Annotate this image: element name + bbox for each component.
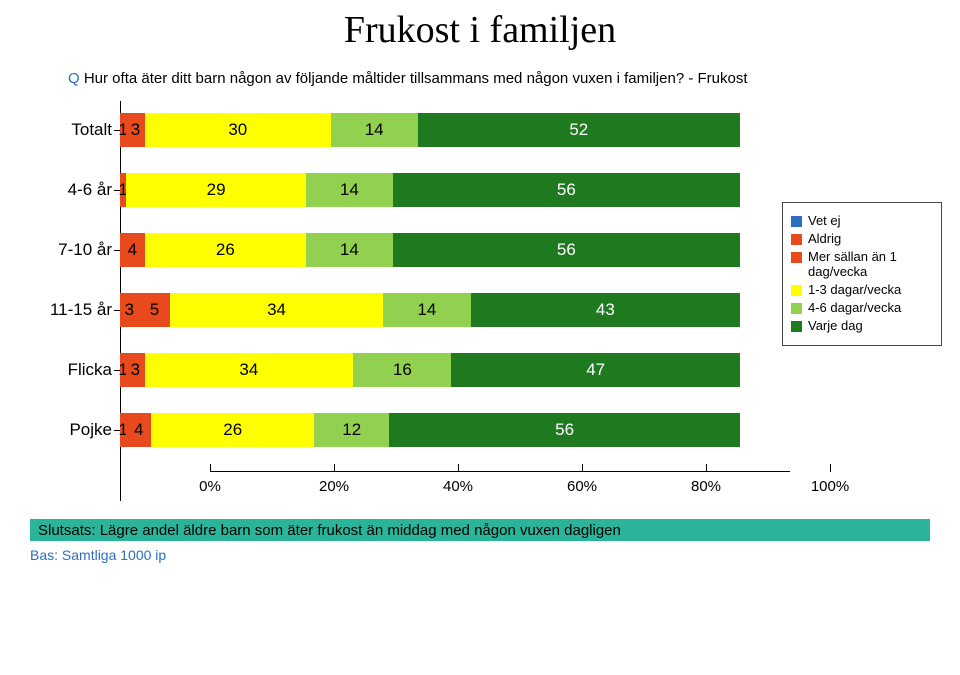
bar-segment: 3 — [126, 353, 144, 387]
chart-row: Flicka13341647 — [30, 351, 790, 389]
legend-item: Vet ej — [791, 214, 931, 229]
row-label: 4-6 år — [30, 180, 120, 200]
bar-segment: 56 — [393, 233, 740, 267]
legend-swatch — [791, 285, 802, 296]
legend: Vet ej Aldrig Mer sällan än 1 dag/vecka 1-3… — [782, 202, 942, 346]
question-text: Q Hur ofta äter ditt barn någon av följa… — [0, 70, 960, 111]
bar-segment: 26 — [151, 413, 314, 447]
legend-item: Mer sällan än 1 dag/vecka — [791, 250, 931, 280]
bar-segment: 16 — [353, 353, 451, 387]
axis-tick-label: 20% — [319, 478, 349, 495]
bar-track: 1291456 — [120, 173, 740, 207]
chart-row: 7-10 år4261456 — [30, 231, 790, 269]
axis-tick — [458, 464, 459, 472]
bar-track: 14261256 — [120, 413, 740, 447]
bar-track: 35341443 — [120, 293, 740, 327]
legend-label: Vet ej — [808, 214, 841, 229]
legend-item: Varje dag — [791, 319, 931, 334]
bar-track: 13341647 — [120, 353, 740, 387]
bar-segment: 14 — [331, 113, 418, 147]
axis-tick — [582, 464, 583, 472]
bar-segment: 29 — [126, 173, 306, 207]
base-text: Bas: Samtliga 1000 ip — [30, 547, 930, 563]
conclusion-text: Slutsats: Lägre andel äldre barn som äte… — [38, 522, 621, 539]
legend-swatch — [791, 321, 802, 332]
bar-track: 4261456 — [120, 233, 740, 267]
bar-segment: 34 — [145, 353, 354, 387]
bar-segment: 5 — [139, 293, 170, 327]
legend-label: Varje dag — [808, 319, 863, 334]
bar-segment: 14 — [383, 293, 471, 327]
legend-swatch — [791, 234, 802, 245]
row-label: 7-10 år — [30, 240, 120, 260]
bar-segment: 43 — [471, 293, 740, 327]
row-label: 11-15 år — [30, 300, 120, 320]
axis-tick — [210, 464, 211, 472]
axis-tick-label: 100% — [811, 478, 849, 495]
legend-item: Aldrig — [791, 232, 931, 247]
conclusion-bar: Slutsats: Lägre andel äldre barn som äte… — [30, 519, 930, 541]
bar-segment: 26 — [145, 233, 306, 267]
axis-tick — [830, 464, 831, 472]
axis-tick — [706, 464, 707, 472]
legend-swatch — [791, 303, 802, 314]
question-body: Hur ofta äter ditt barn någon av följand… — [84, 70, 748, 87]
bar-segment: 3 — [120, 293, 139, 327]
row-label: Totalt — [30, 120, 120, 140]
bar-segment: 12 — [314, 413, 389, 447]
bar-segment: 14 — [306, 233, 393, 267]
bar-segment: 34 — [170, 293, 383, 327]
chart-area: Totalt133014524-6 år12914567-10 år426145… — [30, 111, 790, 501]
legend-swatch — [791, 252, 802, 263]
legend-label: Mer sällan än 1 dag/vecka — [808, 250, 931, 280]
bar-segment: 56 — [389, 413, 740, 447]
axis-tick — [334, 464, 335, 472]
x-axis: 0%20%40%60%80%100% — [210, 471, 790, 501]
bar-segment: 52 — [418, 113, 740, 147]
bar-segment: 4 — [120, 233, 145, 267]
axis-tick-label: 80% — [691, 478, 721, 495]
row-label: Flicka — [30, 360, 120, 380]
legend-swatch — [791, 216, 802, 227]
bar-segment: 4 — [126, 413, 151, 447]
bar-segment: 3 — [126, 113, 145, 147]
row-label: Pojke — [30, 420, 120, 440]
chart-row: Totalt13301452 — [30, 111, 790, 149]
bar-segment: 47 — [451, 353, 740, 387]
bar-track: 13301452 — [120, 113, 740, 147]
legend-label: Aldrig — [808, 232, 841, 247]
legend-label: 1-3 dagar/vecka — [808, 283, 901, 298]
axis-tick-label: 0% — [199, 478, 221, 495]
chart-row: 4-6 år1291456 — [30, 171, 790, 209]
bar-segment: 14 — [306, 173, 393, 207]
chart-row: 11-15 år35341443 — [30, 291, 790, 329]
bar-segment: 56 — [393, 173, 740, 207]
legend-item: 1-3 dagar/vecka — [791, 283, 931, 298]
legend-label: 4-6 dagar/vecka — [808, 301, 901, 316]
bar-segment: 30 — [145, 113, 331, 147]
chart-row: Pojke14261256 — [30, 411, 790, 449]
axis-tick-label: 60% — [567, 478, 597, 495]
axis-tick-label: 40% — [443, 478, 473, 495]
legend-item: 4-6 dagar/vecka — [791, 301, 931, 316]
page-title: Frukost i familjen — [0, 0, 960, 70]
question-letter: Q — [68, 70, 80, 87]
